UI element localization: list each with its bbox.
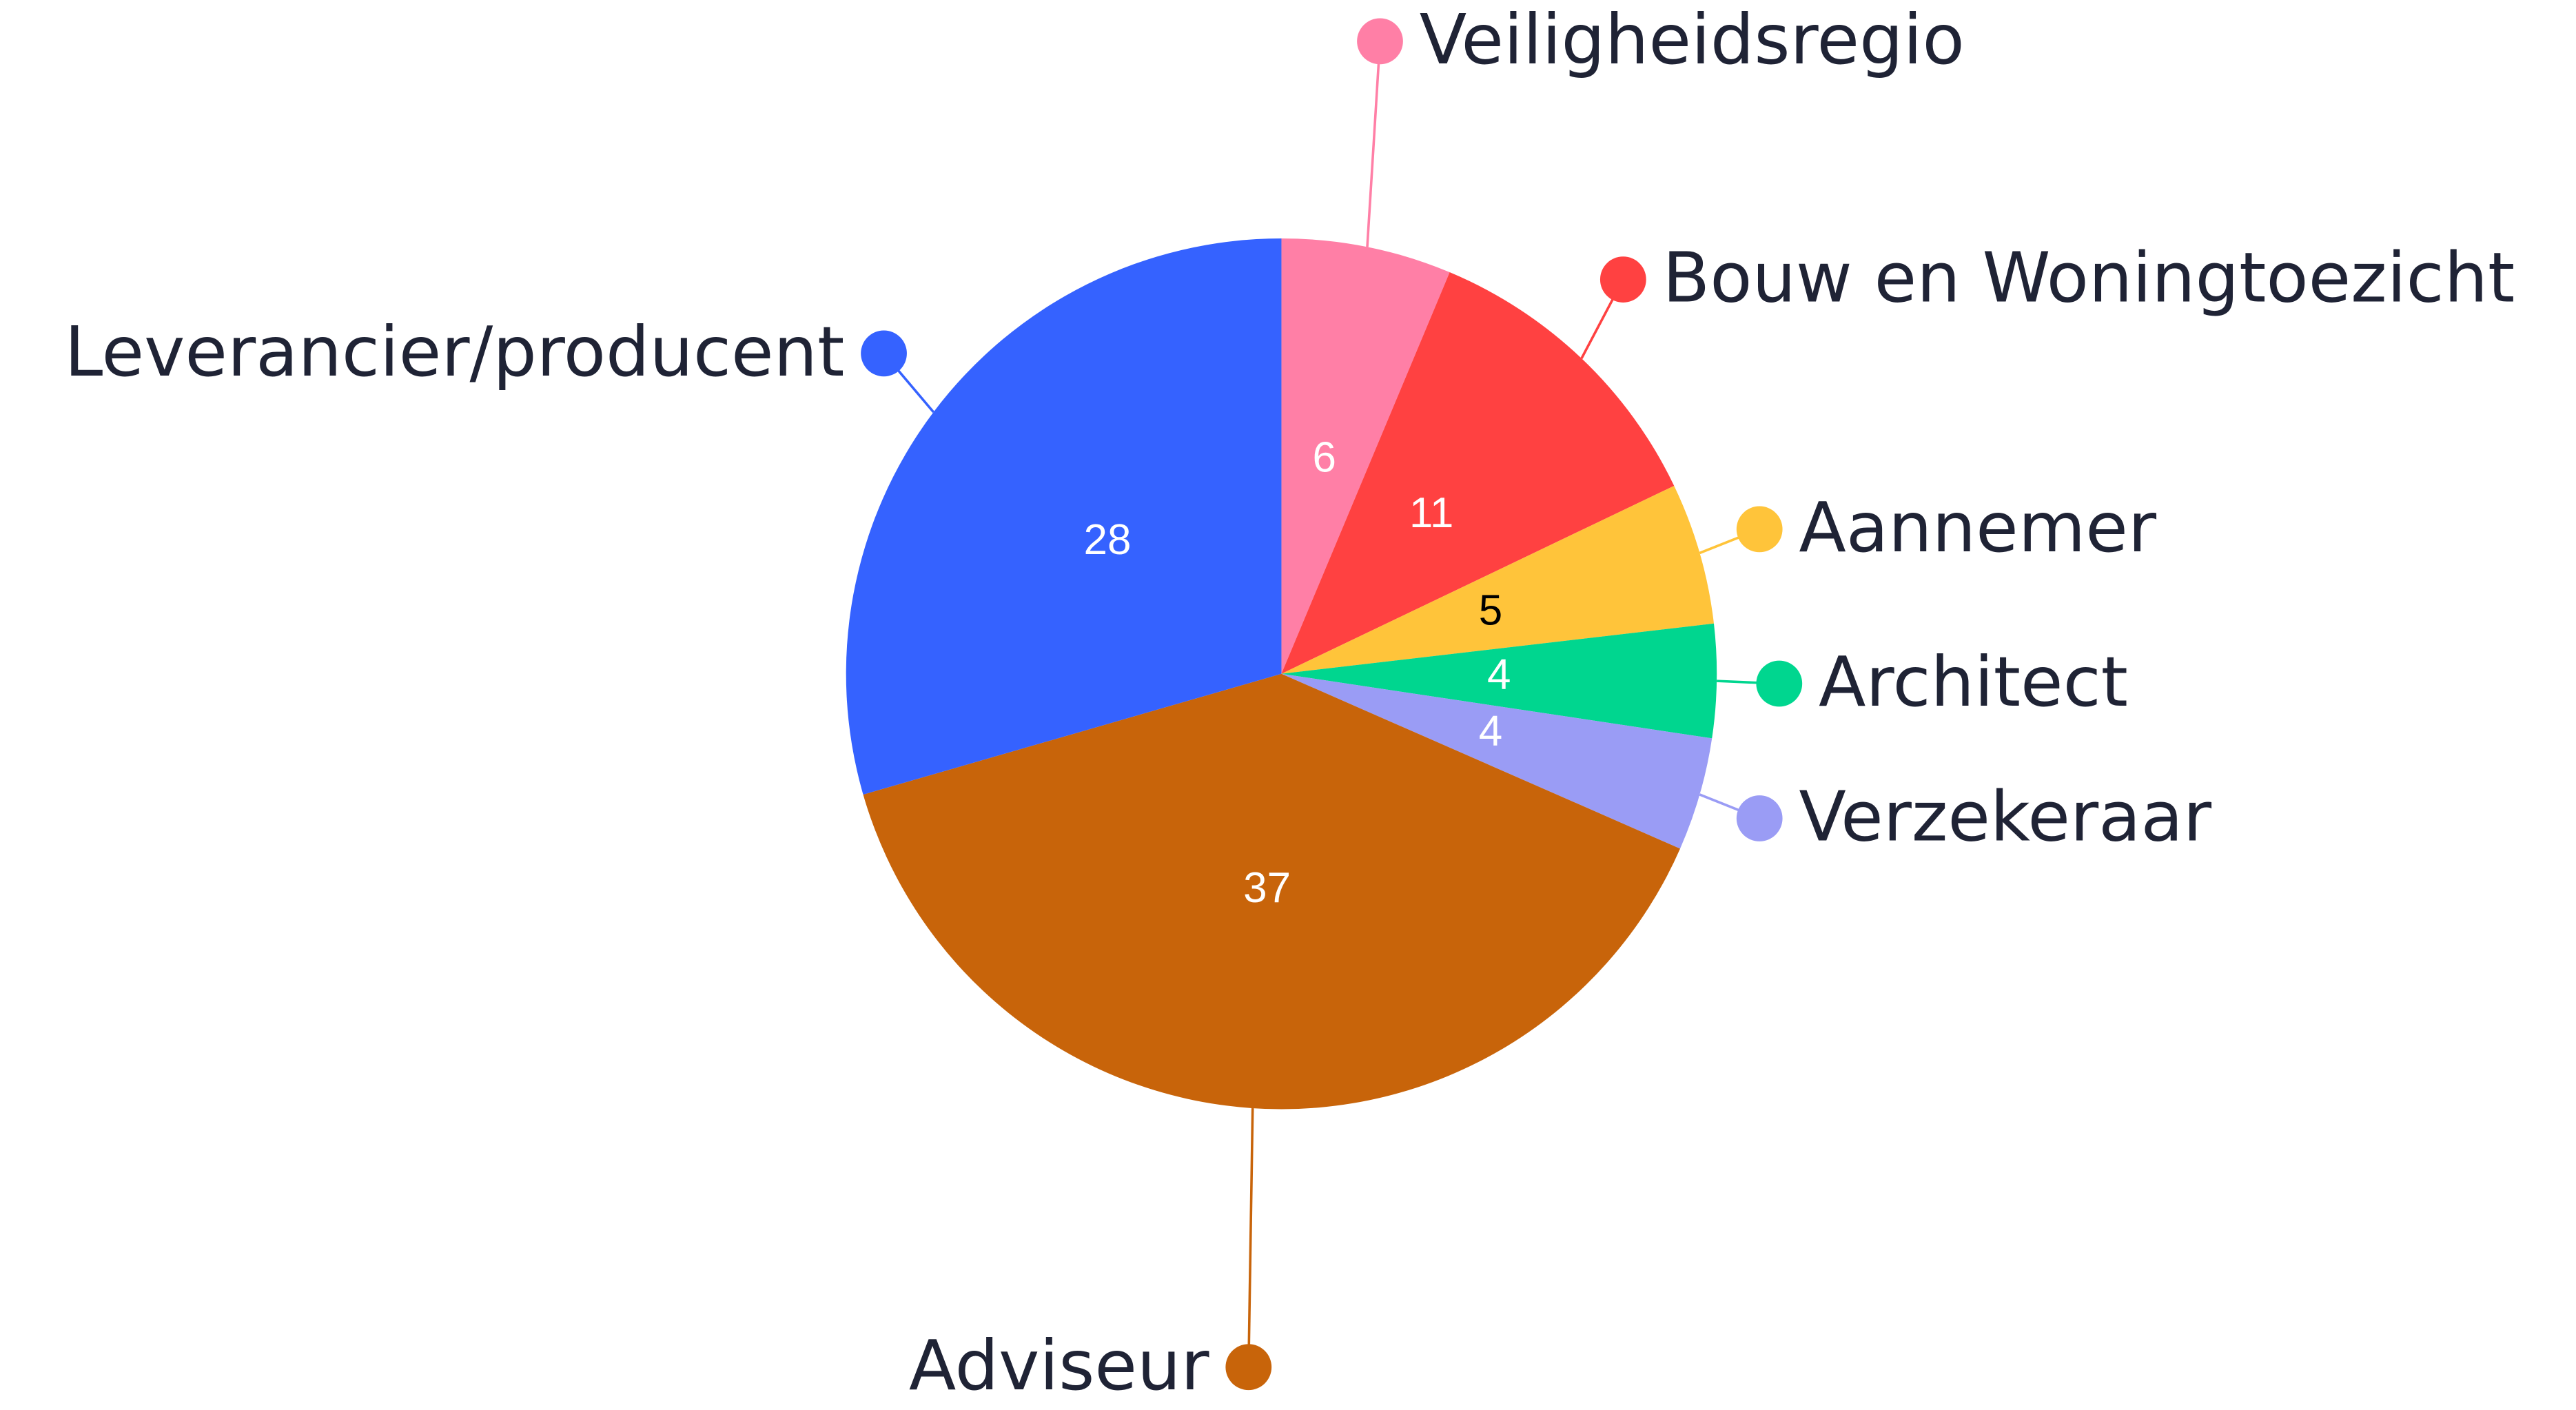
legend-dot: [1736, 795, 1783, 841]
category-label: Verzekeraar: [1799, 777, 2211, 857]
data-label: 37: [1243, 864, 1291, 912]
pie-slice: [1281, 623, 1717, 739]
leader-line: [1366, 41, 1382, 247]
legend-dot: [1599, 256, 1646, 303]
legend-dot: [1736, 506, 1783, 553]
category-label: Aannemer: [1799, 487, 2156, 568]
data-label: 28: [1084, 516, 1132, 564]
pie-slice: [1281, 485, 1714, 674]
category-label: Architect: [1819, 642, 2128, 722]
pie-slice: [863, 673, 1680, 1110]
leader-line: [1247, 1108, 1254, 1367]
pie-slice: [1281, 272, 1675, 674]
legend-dot: [1357, 18, 1403, 65]
data-label: 4: [1487, 651, 1511, 698]
data-label: 4: [1479, 708, 1502, 755]
legend-dot: [1225, 1344, 1272, 1391]
pie-slice: [1281, 238, 1450, 674]
legend-dot: [861, 330, 907, 377]
category-label: Leverancier/producent: [65, 311, 845, 392]
category-label: Bouw en Woningtoezicht: [1663, 238, 2515, 318]
data-label: 5: [1479, 586, 1502, 634]
pie-slice: [1281, 673, 1713, 849]
category-label: Veiligheidsregio: [1420, 0, 1965, 80]
legend-dot: [1756, 660, 1803, 707]
data-label: 11: [1409, 489, 1453, 537]
category-label: Adviseur: [909, 1325, 1210, 1406]
data-label: 6: [1312, 433, 1336, 481]
pie-slice: [846, 238, 1282, 795]
